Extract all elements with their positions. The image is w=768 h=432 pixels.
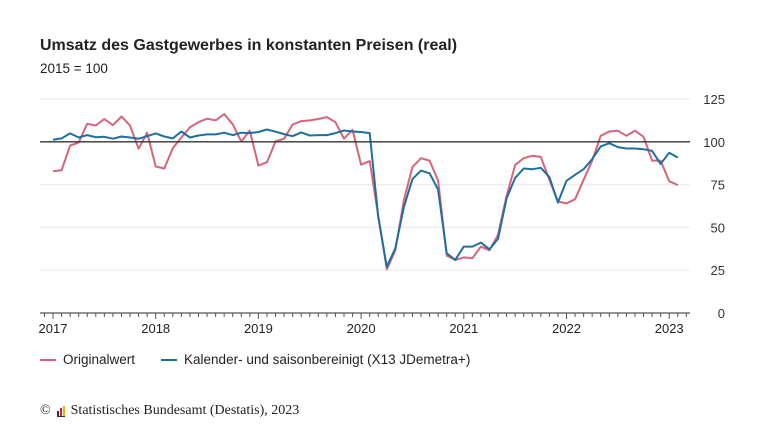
x-tick-label: 2022 [552, 321, 581, 336]
legend-label: Originalwert [63, 352, 136, 367]
source-text: Statistisches Bundesamt (Destatis), 2023 [70, 403, 300, 418]
x-tick-label: 2018 [141, 321, 170, 336]
source-footer: © Statistisches Bundesamt (Destatis), 20… [40, 403, 299, 419]
y-tick-label: 100 [703, 135, 725, 150]
legend-swatch-original [40, 358, 56, 361]
legend-item-original: Originalwert [40, 352, 135, 367]
chart-title: Umsatz des Gastgewerbes in konstanten Pr… [40, 37, 458, 54]
legend-item-adjusted: Kalender- und saisonbereinigt (X13 JDeme… [161, 352, 470, 367]
y-tick-label: 50 [711, 220, 725, 235]
x-tick-label: 2023 [655, 321, 684, 336]
y-tick-label: 0 [718, 306, 725, 321]
y-tick-label: 25 [711, 263, 725, 278]
series-line-original [52, 113, 679, 271]
chart-subtitle: 2015 = 100 [40, 61, 108, 76]
destatis-logo-icon [56, 405, 65, 417]
x-tick-label: 2020 [347, 321, 376, 336]
copyright-symbol: © [40, 403, 51, 418]
x-tick-label: 2019 [244, 321, 273, 336]
series-line-adjusted [52, 128, 679, 268]
x-tick-label: 2021 [449, 321, 478, 336]
y-tick-label: 125 [703, 92, 725, 107]
x-tick-label: 2017 [39, 321, 68, 336]
legend-swatch-adjusted [161, 358, 178, 361]
y-tick-label: 75 [711, 178, 725, 193]
legend-label: Kalender- und saisonbereinigt (X13 JDeme… [184, 352, 471, 367]
legend: Originalwert Kalender- und saisonbereini… [40, 352, 470, 367]
